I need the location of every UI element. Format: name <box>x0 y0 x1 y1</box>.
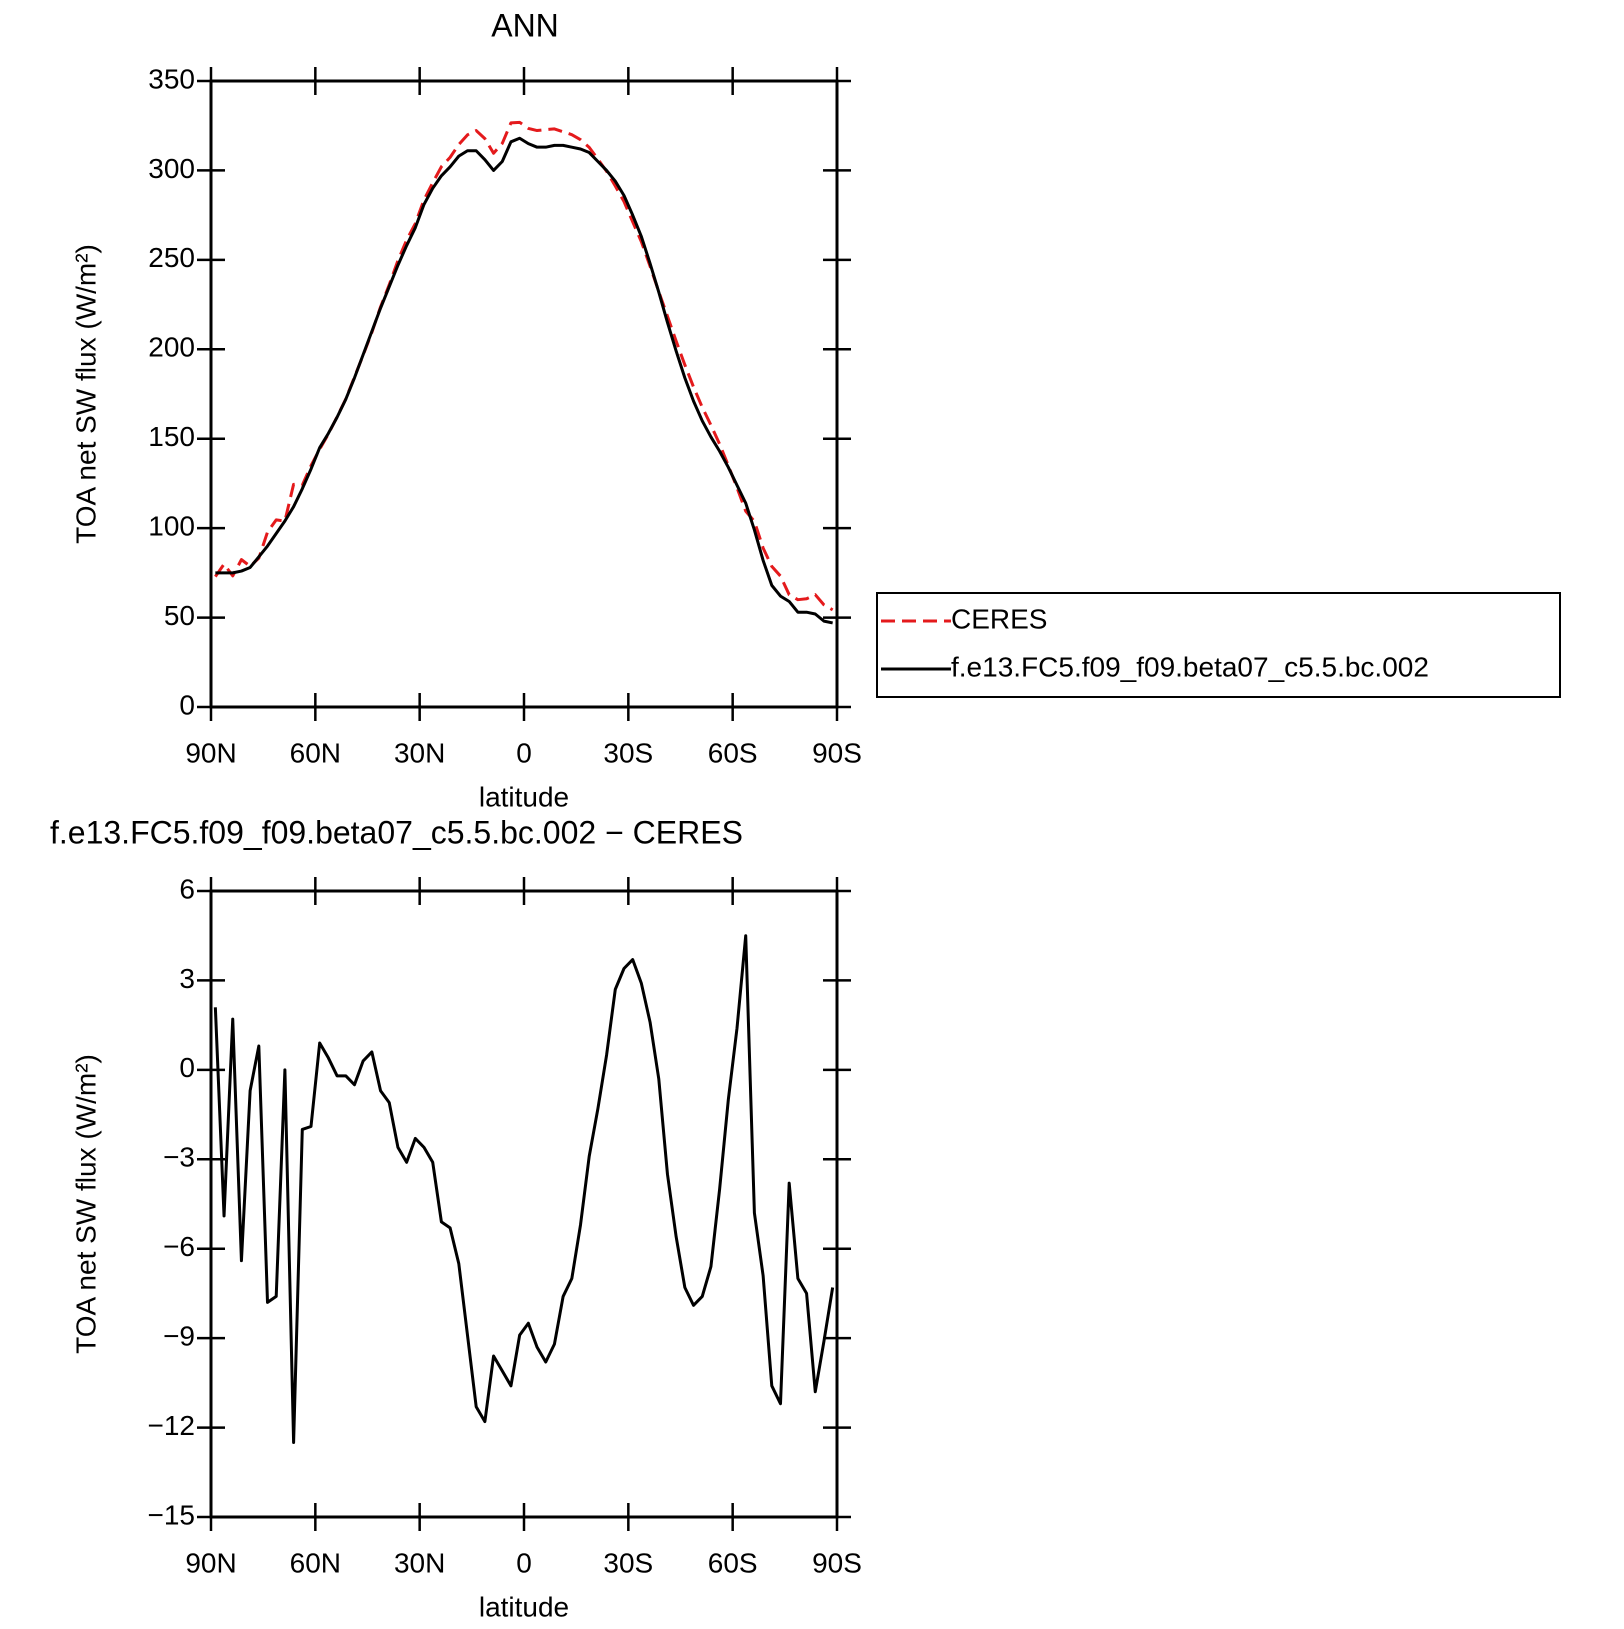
chart-title: f.e13.FC5.f09_f09.beta07_c5.5.bc.002 − C… <box>50 814 743 850</box>
x-tick-label: 30S <box>603 737 653 768</box>
x-tick-label: 90N <box>185 737 236 768</box>
x-tick-label: 30N <box>394 1547 445 1578</box>
y-axis-label: TOA net SW flux (W/m²) <box>70 1054 101 1354</box>
y-tick-label: 300 <box>148 153 195 184</box>
y-tick-label: 200 <box>148 332 195 363</box>
y-tick-label: 0 <box>179 689 195 720</box>
x-tick-label: 30N <box>394 737 445 768</box>
x-tick-label: 60N <box>290 1547 341 1578</box>
x-tick-label: 90S <box>812 1547 862 1578</box>
y-tick-label: 3 <box>179 963 195 994</box>
y-tick-label: −9 <box>163 1321 195 1352</box>
data-line <box>215 136 833 625</box>
legend-box <box>876 592 1561 698</box>
y-tick-label: 100 <box>148 511 195 542</box>
y-tick-label: −6 <box>163 1231 195 1262</box>
x-tick-label: 0 <box>516 1547 532 1578</box>
y-tick-label: 150 <box>148 421 195 452</box>
data-line <box>213 934 835 1444</box>
x-axis-label: latitude <box>479 1591 569 1622</box>
y-tick-label: −3 <box>163 1142 195 1173</box>
y-tick-label: −15 <box>148 1499 196 1530</box>
plot-frame <box>209 889 839 1519</box>
x-tick-label: 60N <box>290 737 341 768</box>
y-axis-label: TOA net SW flux (W/m²) <box>70 244 101 544</box>
x-tick-label: 30S <box>603 1547 653 1578</box>
x-tick-label: 90N <box>185 1547 236 1578</box>
data-line <box>214 120 834 612</box>
chart-title: ANN <box>491 7 559 43</box>
x-tick-label: 0 <box>516 737 532 768</box>
y-tick-label: −12 <box>148 1410 196 1441</box>
plot-frame <box>209 79 839 709</box>
x-tick-label: 60S <box>708 737 758 768</box>
y-tick-label: 0 <box>179 1052 195 1083</box>
y-tick-label: 50 <box>164 600 195 631</box>
y-tick-label: 350 <box>148 63 195 94</box>
legend-label: CERES <box>951 603 1047 634</box>
x-tick-label: 90S <box>812 737 862 768</box>
x-tick-label: 60S <box>708 1547 758 1578</box>
y-tick-label: 6 <box>179 873 195 904</box>
legend-label: f.e13.FC5.f09_f09.beta07_c5.5.bc.002 <box>951 651 1429 682</box>
y-tick-label: 250 <box>148 242 195 273</box>
x-axis-label: latitude <box>479 781 569 812</box>
